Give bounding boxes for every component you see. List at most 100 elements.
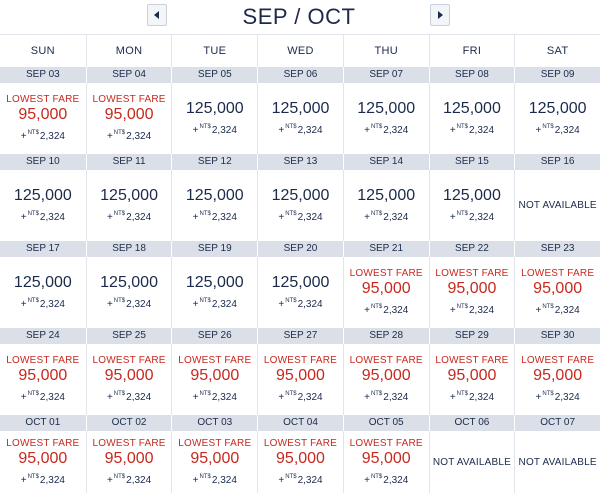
tax-prefix: + bbox=[449, 125, 456, 136]
fare-miles: 95,000 bbox=[533, 367, 583, 384]
tax-amount: +NT$2,324 bbox=[450, 208, 494, 224]
fare-cell[interactable]: LOWEST FARE 95,000 +NT$2,324 bbox=[85, 344, 172, 415]
calendar-week: SEP 03 SEP 04 SEP 05 SEP 06 SEP 07 SEP 08 SEP … bbox=[0, 67, 600, 154]
fare-cell[interactable]: LOWEST FARE 95,000 +NT$2,324 bbox=[514, 257, 600, 328]
date-label: SEP 10 bbox=[25, 156, 60, 167]
fare-cell[interactable]: LOWEST FARE 95,000 +NT$2,324 bbox=[0, 83, 86, 154]
next-month-button[interactable] bbox=[430, 4, 450, 26]
tax-value: 2,324 bbox=[126, 212, 152, 223]
fare-cell[interactable]: LOWEST FARE 95,000 +NT$2,324 bbox=[342, 344, 429, 415]
fare-cell[interactable]: LOWEST FARE 95,000 +NT$2,324 bbox=[85, 431, 172, 493]
fare-row: LOWEST FARE 95,000 +NT$2,324 LOWEST FARE 95,… bbox=[0, 83, 600, 154]
fare-cell[interactable]: 125,000 +NT$2,324 bbox=[514, 83, 600, 154]
fare-cell[interactable]: 125,000 +NT$2,324 bbox=[428, 170, 515, 241]
lowest-fare-label: LOWEST FARE bbox=[92, 94, 166, 105]
fare-cell[interactable]: LOWEST FARE 95,000 +NT$2,324 bbox=[514, 344, 600, 415]
calendar-week: OCT 01 OCT 02 OCT 03 OCT 04 OCT 05 OCT 06 OCT … bbox=[0, 415, 600, 493]
tax-prefix: + bbox=[449, 212, 456, 223]
fare-miles: 95,000 bbox=[533, 280, 583, 297]
fare-cell[interactable]: LOWEST FARE 95,000 +NT$2,324 bbox=[171, 431, 257, 493]
fare-cell[interactable]: LOWEST FARE 95,000 +NT$2,324 bbox=[0, 431, 86, 493]
date-label: SEP 16 bbox=[514, 154, 600, 170]
fare-miles: 95,000 bbox=[361, 280, 411, 297]
tax-amount: +NT$2,324 bbox=[107, 388, 151, 404]
calendar-week: SEP 10 SEP 11 SEP 12 SEP 13 SEP 14 SEP 15 SEP … bbox=[0, 154, 600, 241]
tax-prefix: + bbox=[20, 299, 27, 310]
fare-calendar: SUN MON TUE WED THU FRI SAT SEP 03 SEP 04… bbox=[0, 34, 600, 493]
currency-label: NT$ bbox=[199, 391, 211, 397]
tax-value: 2,324 bbox=[39, 212, 65, 223]
fare-cell[interactable]: 125,000 +NT$2,324 bbox=[428, 83, 515, 154]
tax-prefix: + bbox=[192, 474, 199, 486]
lowest-fare-label: LOWEST FARE bbox=[178, 355, 252, 366]
fare-cell[interactable]: 125,000 +NT$2,324 bbox=[0, 257, 86, 328]
fare-miles: 95,000 bbox=[104, 367, 154, 384]
tax-amount: +NT$2,324 bbox=[193, 388, 237, 404]
lowest-fare-label: LOWEST FARE bbox=[435, 268, 509, 279]
tax-value: 2,324 bbox=[126, 131, 152, 142]
fare-cell[interactable]: 125,000 +NT$2,324 bbox=[171, 83, 257, 154]
lowest-fare-label: LOWEST FARE bbox=[263, 355, 338, 366]
weekday-header-row: SUN MON TUE WED THU FRI SAT bbox=[0, 34, 600, 67]
fare-cell[interactable]: 125,000 +NT$2,324 bbox=[257, 83, 343, 154]
currency-label: NT$ bbox=[370, 391, 383, 397]
tax-amount: +NT$2,324 bbox=[107, 471, 151, 487]
currency-label: NT$ bbox=[456, 124, 468, 130]
fare-cell[interactable]: LOWEST FARE 95,000 +NT$2,324 bbox=[428, 344, 515, 415]
fare-cell[interactable]: 125,000 +NT$2,324 bbox=[342, 170, 429, 241]
date-label: OCT 05 bbox=[342, 415, 429, 431]
fare-cell[interactable]: LOWEST FARE 95,000 +NT$2,324 bbox=[257, 431, 343, 493]
tax-value: 2,324 bbox=[383, 305, 409, 316]
fare-row: LOWEST FARE 95,000 +NT$2,324 LOWEST FARE 95,… bbox=[0, 431, 600, 493]
fare-cell[interactable]: LOWEST FARE 95,000 +NT$2,324 bbox=[171, 344, 257, 415]
currency-label: NT$ bbox=[285, 391, 297, 397]
weekday-label: SUN bbox=[30, 45, 55, 57]
tax-amount: +NT$2,324 bbox=[278, 295, 322, 311]
fare-miles: 95,000 bbox=[104, 106, 154, 123]
fare-row: 125,000 +NT$2,324 125,000 +NT$2,324 125,000 +… bbox=[0, 170, 600, 241]
fare-cell[interactable]: 125,000 +NT$2,324 bbox=[257, 257, 343, 328]
fare-cell[interactable]: 125,000 +NT$2,324 bbox=[85, 257, 172, 328]
fare-miles: 125,000 bbox=[357, 187, 416, 204]
fare-cell[interactable]: LOWEST FARE 95,000 +NT$2,324 bbox=[85, 83, 172, 154]
currency-label: NT$ bbox=[113, 391, 126, 397]
fare-cell[interactable]: LOWEST FARE 95,000 +NT$2,324 bbox=[257, 344, 343, 415]
tax-amount: +NT$2,324 bbox=[107, 295, 151, 311]
fare-cell[interactable]: 125,000 +NT$2,324 bbox=[171, 170, 257, 241]
lowest-fare-label: LOWEST FARE bbox=[435, 355, 509, 366]
tax-prefix: + bbox=[106, 299, 113, 310]
not-available-label: NOT AVAILABLE bbox=[518, 200, 597, 211]
fare-cell[interactable]: 125,000 +NT$2,324 bbox=[257, 170, 343, 241]
date-row: SEP 10 SEP 11 SEP 12 SEP 13 SEP 14 SEP 15 SEP … bbox=[0, 154, 600, 170]
fare-cell[interactable]: LOWEST FARE 95,000 +NT$2,324 bbox=[342, 431, 429, 493]
fare-miles: 125,000 bbox=[443, 100, 501, 117]
tax-prefix: + bbox=[192, 299, 199, 310]
currency-label: NT$ bbox=[285, 473, 297, 480]
fare-cell[interactable]: 125,000 +NT$2,324 bbox=[0, 170, 86, 241]
fare-row: 125,000 +NT$2,324 125,000 +NT$2,324 125,000 +… bbox=[0, 257, 600, 328]
fare-cell[interactable]: 125,000 +NT$2,324 bbox=[171, 257, 257, 328]
tax-amount: +NT$2,324 bbox=[364, 388, 408, 404]
tax-value: 2,324 bbox=[39, 299, 65, 310]
calendar-header: SEP / OCT bbox=[0, 0, 600, 34]
date-label: SEP 11 bbox=[85, 154, 172, 170]
fare-cell[interactable]: LOWEST FARE 95,000 +NT$2,324 bbox=[342, 257, 429, 328]
tax-amount: +NT$2,324 bbox=[21, 295, 65, 311]
prev-month-button[interactable] bbox=[147, 4, 167, 26]
calendar-weeks: SEP 03 SEP 04 SEP 05 SEP 06 SEP 07 SEP 08 SEP … bbox=[0, 67, 600, 493]
tax-amount: +NT$2,324 bbox=[193, 121, 237, 137]
fare-cell[interactable]: 125,000 +NT$2,324 bbox=[342, 83, 429, 154]
date-label: SEP 08 bbox=[428, 67, 515, 83]
fare-cell[interactable]: LOWEST FARE 95,000 +NT$2,324 bbox=[0, 344, 86, 415]
fare-cell[interactable]: LOWEST FARE 95,000 +NT$2,324 bbox=[428, 257, 515, 328]
tax-value: 2,324 bbox=[297, 392, 323, 403]
lowest-fare-label: LOWEST FARE bbox=[349, 437, 423, 449]
tax-prefix: + bbox=[364, 305, 370, 316]
fare-cell[interactable]: 125,000 +NT$2,324 bbox=[85, 170, 172, 241]
tax-value: 2,324 bbox=[469, 125, 495, 136]
weekday-label: MON bbox=[85, 35, 172, 67]
date-label: OCT 02 bbox=[85, 415, 172, 431]
tax-prefix: + bbox=[449, 305, 456, 316]
lowest-fare-label: LOWEST FARE bbox=[263, 437, 338, 449]
fare-cell-unavailable: NOT AVAILABLE bbox=[514, 170, 600, 241]
